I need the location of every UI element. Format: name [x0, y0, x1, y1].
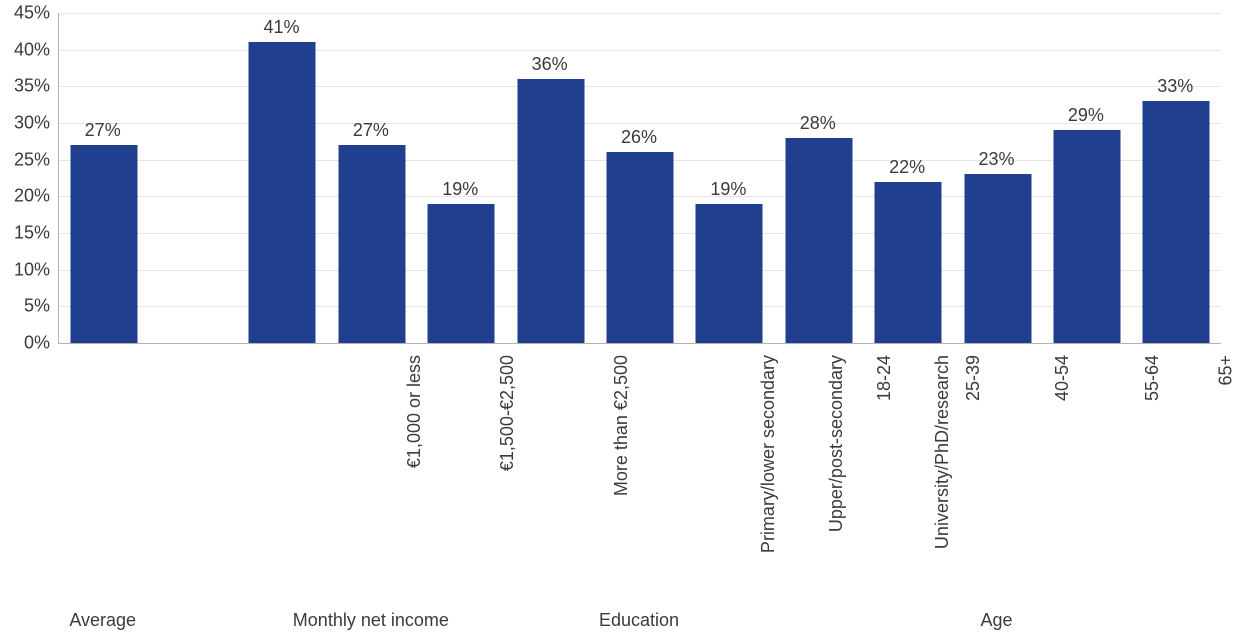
x-axis-category-label: 18-24: [874, 355, 895, 401]
x-axis-group-label: Average: [69, 610, 136, 631]
bar: [1053, 130, 1120, 343]
x-axis-category-label: 65+: [1216, 355, 1237, 386]
x-axis-group-label: Education: [599, 610, 679, 631]
y-axis-tick-label: 15%: [10, 223, 50, 244]
x-axis-category-label: Upper/post-secondary: [826, 355, 847, 532]
x-axis-category-label: 40-54: [1052, 355, 1073, 401]
bar-value-label: 19%: [442, 179, 478, 200]
y-axis-tick-label: 30%: [10, 113, 50, 134]
x-axis-category-label: 55-64: [1142, 355, 1163, 401]
x-axis-group-label: Monthly net income: [293, 610, 449, 631]
y-axis-tick-label: 10%: [10, 259, 50, 280]
bar: [875, 182, 942, 343]
bar: [785, 138, 852, 343]
gridline: [59, 86, 1221, 87]
bar: [607, 152, 674, 343]
gridline: [59, 13, 1221, 14]
x-axis-category-label: More than €2,500: [611, 355, 632, 496]
bar: [1143, 101, 1210, 343]
bar: [517, 79, 584, 343]
y-axis-tick-label: 40%: [10, 39, 50, 60]
bar-value-label: 27%: [85, 120, 121, 141]
x-axis-category-label: University/PhD/research: [932, 355, 953, 549]
grouped-bar-chart: 0% 5% 10% 15% 20% 25% 30% 35% 40% 45% 27% 41% €1,000…: [0, 0, 1240, 643]
bar-value-label: 36%: [532, 54, 568, 75]
x-axis-category-label: €1,500-€2,500: [497, 355, 518, 471]
bar: [696, 204, 763, 343]
bar-value-label: 23%: [979, 149, 1015, 170]
y-axis-tick-label: 20%: [10, 186, 50, 207]
x-axis-category-label: Primary/lower secondary: [758, 355, 779, 553]
bar: [338, 145, 405, 343]
bar: [428, 204, 495, 343]
y-axis-tick-label: 45%: [10, 3, 50, 24]
y-axis-tick-label: 25%: [10, 149, 50, 170]
bar-value-label: 41%: [263, 17, 299, 38]
plot-area: [58, 13, 1221, 344]
gridline: [59, 123, 1221, 124]
gridline: [59, 50, 1221, 51]
x-axis-category-label: 25-39: [963, 355, 984, 401]
x-axis-group-label: Age: [981, 610, 1013, 631]
y-axis-tick-label: 0%: [10, 333, 50, 354]
x-axis-category-label: €1,000 or less: [404, 355, 425, 468]
y-axis-tick-label: 5%: [10, 296, 50, 317]
bar-value-label: 29%: [1068, 105, 1104, 126]
bar-value-label: 28%: [800, 113, 836, 134]
bar-value-label: 19%: [710, 179, 746, 200]
bar: [964, 174, 1031, 343]
bar-value-label: 26%: [621, 127, 657, 148]
y-axis-tick-label: 35%: [10, 76, 50, 97]
bar-value-label: 33%: [1157, 76, 1193, 97]
bar-value-label: 27%: [353, 120, 389, 141]
bar-value-label: 22%: [889, 157, 925, 178]
bar: [70, 145, 137, 343]
bar: [249, 42, 316, 343]
